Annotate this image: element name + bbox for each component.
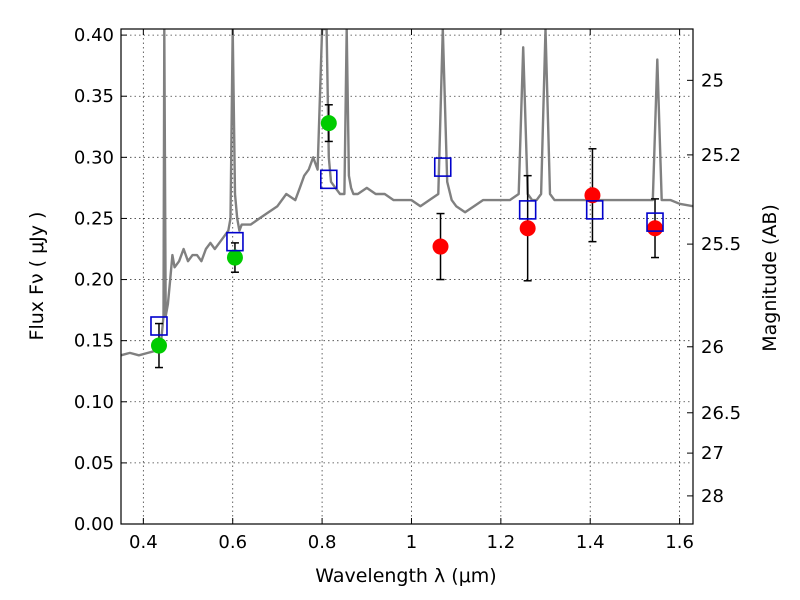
y2-tick-label: 25.2 [701,145,741,166]
model-square [319,169,338,190]
marker-layer [150,104,664,369]
data-point [150,337,167,354]
model-square [646,212,664,232]
y-tick-label: 0.30 [74,147,114,168]
x-tick-label: 1.4 [576,532,605,553]
data-point [584,187,601,204]
model-square [150,316,168,336]
y2-tick-label: 27 [701,443,724,464]
model-square [518,200,537,220]
model-square [585,200,604,220]
y-tick-label: 0.15 [74,331,114,352]
y2-tick-label: 28 [701,486,724,507]
model-square [226,231,244,252]
y-tick-label: 0.00 [74,514,114,535]
model-square [433,157,452,177]
y2-tick-label: 26.5 [701,403,741,424]
sed-model-line [121,29,693,357]
y2-tick-label: 25 [701,70,724,91]
y-tick-label: 0.05 [74,453,114,474]
y-tick-label: 0.10 [74,392,114,413]
y2-axis-title: Magnitude (AB) [759,204,781,352]
plot-frame [120,28,694,525]
tick-layer: 0.4 0.6 0.8 1 1.2 1.4 1.6 0.00 0.05 0.10 0.15 0.20 0… [74,25,741,553]
y2-tick-label: 25.5 [701,234,741,255]
data-point [519,220,536,237]
sed-line-layer [121,29,693,357]
x-tick-label: 0.6 [218,532,247,553]
y-tick-label: 0.40 [74,25,114,46]
x-tick-label: 0.4 [129,532,158,553]
x-tick-label: 1.2 [487,532,516,553]
grid-layer [121,29,693,524]
x-tick-label: 0.8 [308,532,337,553]
y2-tick-label: 26 [701,337,724,358]
y-tick-label: 0.35 [74,86,114,107]
data-point [647,220,664,237]
data-point [432,238,449,255]
x-tick-label: 1 [406,532,417,553]
data-point [226,249,243,266]
y-axis-title: Flux Fν ( μJy ) [26,212,48,341]
x-axis-title: Wavelength λ (μm) [315,565,496,587]
y-tick-label: 0.25 [74,208,114,229]
y-tick-label: 0.20 [74,270,114,291]
x-tick-label: 1.6 [665,532,694,553]
data-point [320,115,337,132]
